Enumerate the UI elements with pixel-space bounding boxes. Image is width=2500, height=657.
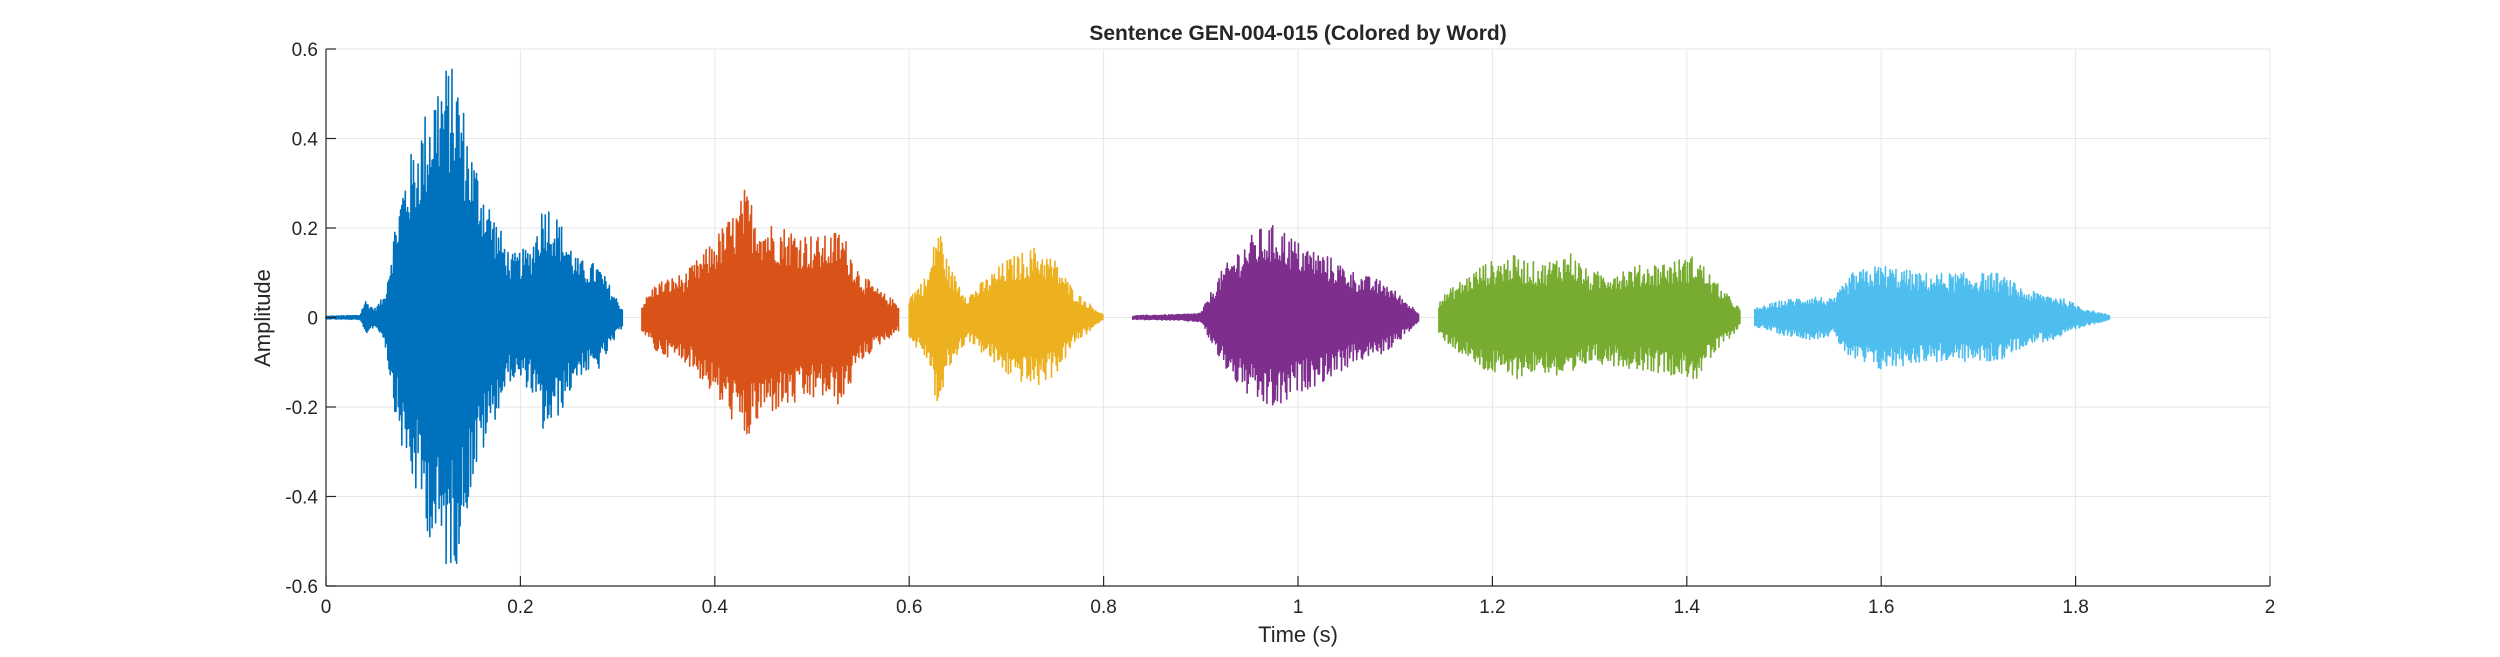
series-waveform [641,189,900,435]
x-tick-label: 0.6 [896,597,922,618]
series-line [1754,265,2111,370]
series-group [325,68,2111,565]
y-tick-label: -0.2 [285,398,318,419]
x-tick-label: 1 [1293,597,1304,618]
chart-title: Sentence GEN-004-015 (Colored by Word) [1089,22,1506,45]
y-axis-label: Amplitude [250,269,275,367]
series-line [1132,224,1420,406]
x-tick-label: 1.6 [1868,597,1894,618]
x-tick-label: 2 [2265,597,2276,618]
series-waveform [325,68,624,565]
series-line [641,189,900,435]
x-tick-label: 1.2 [1479,597,1505,618]
series-waveform [908,235,1104,402]
series-line [908,235,1104,402]
series-line [325,68,624,565]
y-tick-label: -0.4 [285,488,318,509]
axes: 0 0.2 0.4 0.6 0.8 1 1.2 1.4 1.6 1.8 2 -0.6 -0.4 -0.2 0… [285,40,2275,618]
series-waveform [1438,253,1741,380]
series-waveform [1754,265,2111,370]
y-tick-label: -0.6 [285,577,318,598]
x-tick-label: 0.2 [507,597,533,618]
y-tick-label: 0 [307,309,318,330]
y-tick-label: 0.4 [292,130,319,151]
x-tick-label: 0.4 [702,597,729,618]
series-line [1438,253,1741,380]
x-tick-label: 0 [321,597,332,618]
x-tick-label: 0.8 [1090,597,1116,618]
y-tick-label: 0.2 [292,219,318,240]
series-waveform [1132,224,1420,406]
x-tick-label: 1.4 [1674,597,1701,618]
x-tick-label: 1.8 [2062,597,2088,618]
x-axis-label: Time (s) [1258,622,1338,647]
y-tick-label: 0.6 [292,40,318,61]
